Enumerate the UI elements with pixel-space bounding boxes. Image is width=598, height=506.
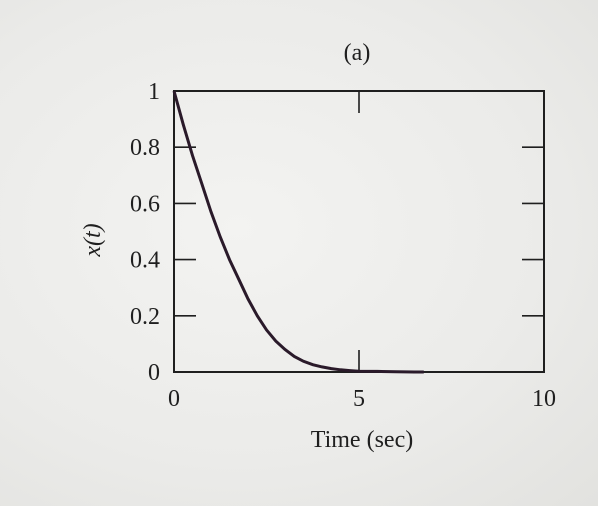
x-tick-label: 0 — [168, 386, 180, 412]
plot-frame — [173, 90, 545, 373]
y-tick-label: 1 — [148, 79, 160, 105]
x-axis-label: Time (sec) — [311, 427, 413, 453]
y-tick-label: 0.2 — [130, 304, 160, 330]
x-tick-label: 5 — [353, 386, 365, 412]
x-tick-label: 10 — [532, 386, 556, 412]
y-tick-label: 0 — [148, 360, 160, 386]
y-tick-label: 0.6 — [130, 191, 160, 217]
chart-title: (a) — [344, 40, 371, 66]
y-tick-label: 0.4 — [130, 248, 160, 274]
series-line — [172, 90, 424, 374]
tick-labels: 00.20.40.60.810 5 10 — [130, 79, 556, 412]
axis-ticks — [174, 91, 544, 372]
y-axis-label: x(t) — [80, 223, 106, 257]
y-tick-label: 0.8 — [130, 135, 160, 161]
